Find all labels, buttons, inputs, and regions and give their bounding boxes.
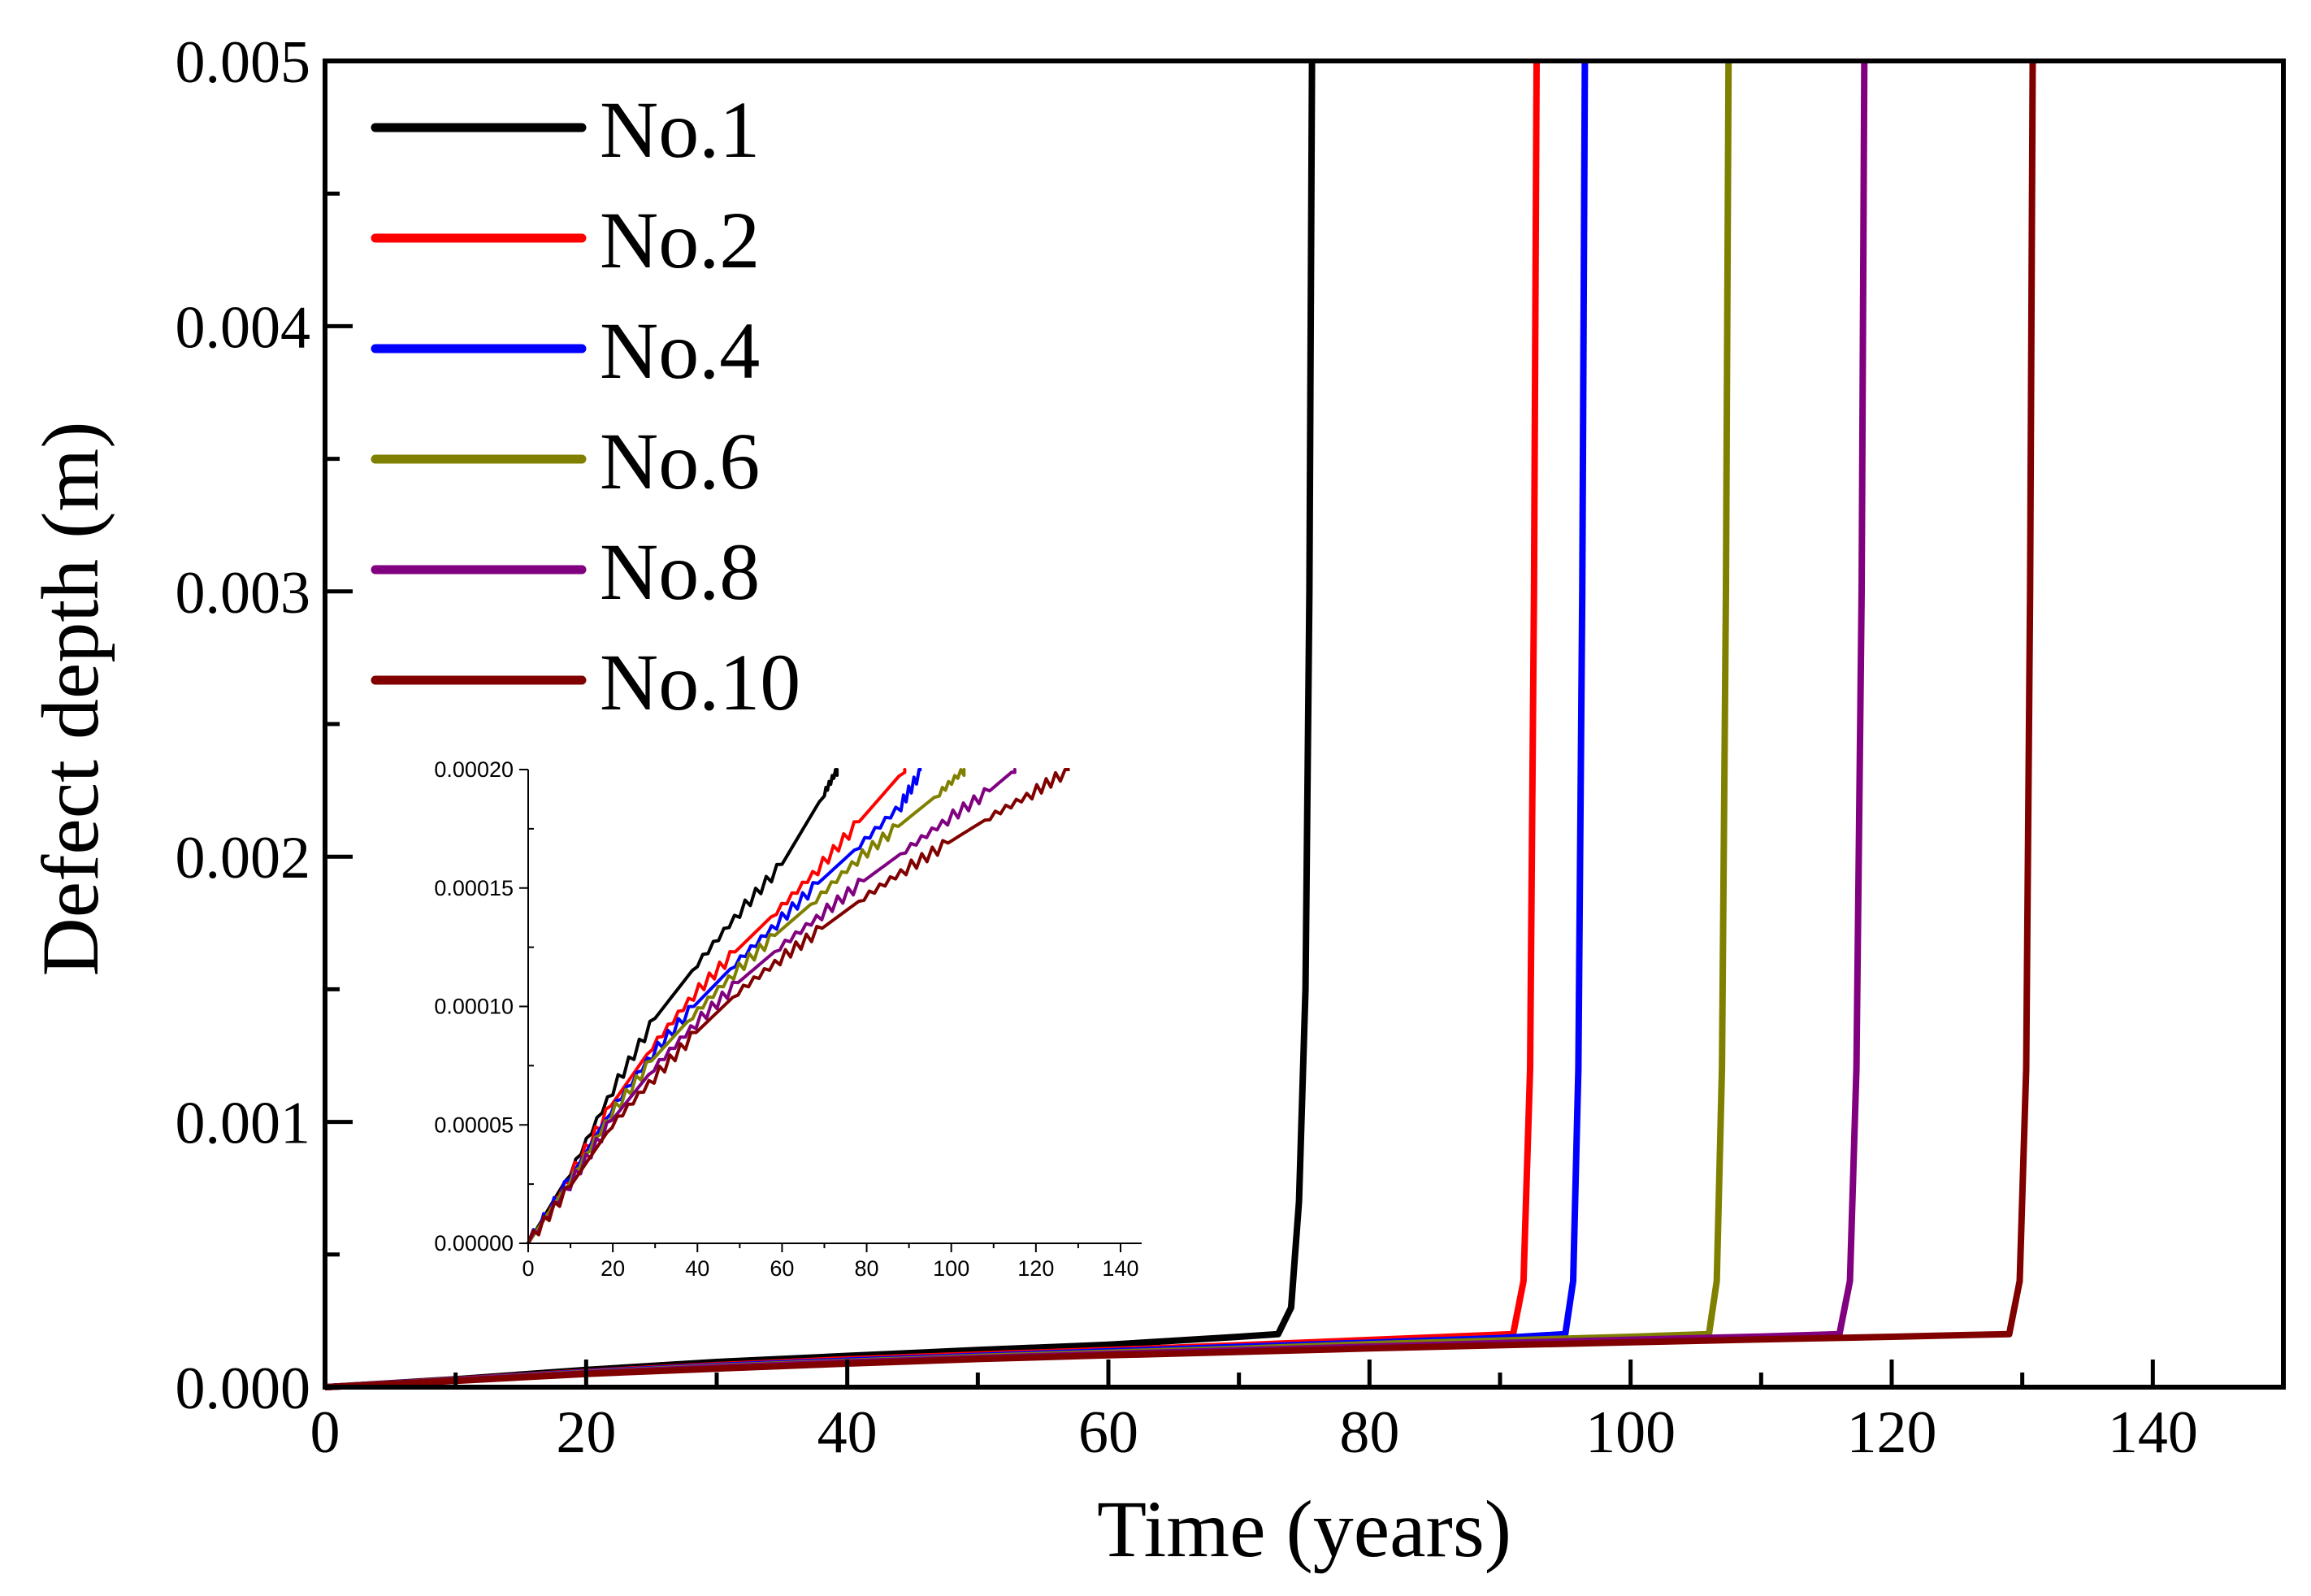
legend-item-no-4: No.4: [371, 306, 760, 396]
y-tick-label: 0.001: [176, 1091, 311, 1157]
inset-y-tick-label: 0.00015: [434, 876, 514, 900]
inset-x-tick-label: 20: [601, 1256, 625, 1281]
inset-x-tick-label: 100: [933, 1256, 969, 1281]
inset-series-line-no-1: [527, 768, 839, 1245]
y-tick-label: 0.005: [176, 29, 311, 96]
legend-label: No.1: [600, 85, 760, 175]
inset-y-tick-label: 0.00020: [434, 757, 514, 782]
inset-y-tick-label: 0.00010: [434, 995, 514, 1019]
inset-series-line-no-8: [527, 768, 1017, 1244]
legend-item-no-8: No.8: [371, 527, 760, 617]
inset-x-tick-label: 140: [1102, 1256, 1138, 1281]
y-tick-label: 0.002: [176, 825, 311, 891]
inset-series-group: [527, 768, 1070, 1245]
inset-y-axis: 0.00000 0.00005 0.00010 0.00015 0.00020: [434, 757, 534, 1256]
legend: No.1 No.2 No.4 No.6 No.8 No.10: [371, 85, 800, 727]
y-axis-title: Defect depth (m): [25, 421, 115, 976]
inset-series-line-no-10: [527, 768, 1070, 1244]
inset-series-line-no-2: [527, 768, 907, 1244]
legend-label: No.10: [600, 637, 800, 727]
inset-x-tick-label: 40: [685, 1256, 709, 1281]
inset-y-tick-label: 0.00005: [434, 1112, 514, 1137]
x-tick-label: 40: [817, 1399, 878, 1466]
legend-item-no-1: No.1: [371, 85, 760, 175]
inset-x-tick-label: 120: [1017, 1256, 1054, 1281]
x-tick-label: 60: [1078, 1399, 1138, 1466]
legend-label: No.2: [600, 195, 760, 285]
x-tick-label: 140: [2108, 1399, 2198, 1466]
y-tick-label: 0.004: [176, 294, 311, 361]
inset-series-line-no-4: [527, 768, 922, 1244]
x-tick-label: 80: [1339, 1399, 1399, 1466]
x-tick-label: 20: [556, 1399, 616, 1466]
inset-y-tick-label: 0.00000: [434, 1231, 514, 1256]
main-x-axis: 0 20 40 60 80 100 120 140: [310, 1360, 2198, 1466]
y-tick-label: 0.003: [176, 560, 311, 627]
legend-label: No.6: [600, 416, 760, 506]
inset-x-tick-label: 60: [770, 1256, 794, 1281]
x-tick-label: 0: [310, 1399, 340, 1466]
inset-x-tick-label: 0: [522, 1256, 534, 1281]
y-tick-label: 0.000: [176, 1355, 311, 1422]
legend-label: No.4: [600, 306, 760, 396]
inset-chart: 0 20 40 60 80 100 120 140 0.00000 0.00005 0.00010…: [434, 757, 1142, 1281]
series-line-no-10: [324, 60, 2036, 1390]
x-axis-title: Time (years): [1097, 1484, 1511, 1574]
main-series-group: [324, 60, 2036, 1390]
legend-label: No.8: [600, 527, 760, 617]
legend-item-no-6: No.6: [371, 416, 760, 506]
legend-item-no-10: No.10: [371, 637, 800, 727]
legend-item-no-2: No.2: [371, 195, 760, 285]
inset-x-tick-label: 80: [855, 1256, 879, 1281]
x-tick-label: 120: [1847, 1399, 1937, 1466]
x-tick-label: 100: [1585, 1399, 1676, 1466]
inset-x-axis: 0 20 40 60 80 100 120 140: [522, 1243, 1138, 1281]
main-y-axis: 0.000 0.001 0.002 0.003 0.004 0.005: [176, 29, 353, 1422]
